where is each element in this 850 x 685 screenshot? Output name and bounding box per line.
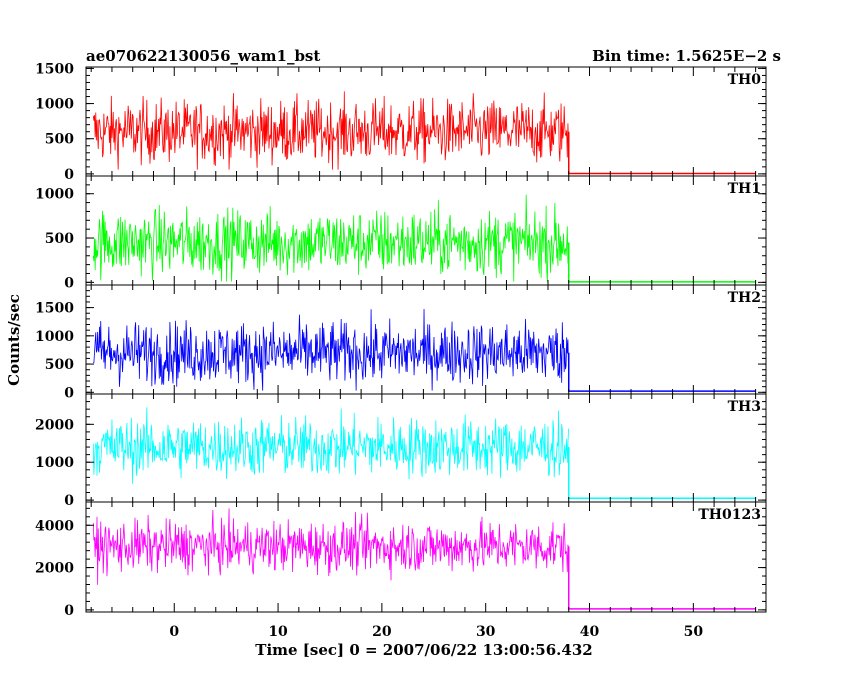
trace-th3 xyxy=(92,407,569,484)
y-tick-label-th0: 0 xyxy=(64,167,74,183)
trace-tail-th1 xyxy=(567,242,756,283)
y-tick-label-th0: 500 xyxy=(45,132,74,148)
y-tick-label-th1: 0 xyxy=(64,275,74,291)
x-tick-label: 0 xyxy=(169,624,179,640)
panel-label-th0: TH0 xyxy=(728,72,762,88)
y-tick-label-th3: 0 xyxy=(64,493,74,509)
panel-frame-th0123 xyxy=(85,501,767,613)
trace-tail-th2 xyxy=(567,352,756,392)
x-tick-label: 50 xyxy=(684,624,704,640)
trace-tail-th0123 xyxy=(567,546,756,610)
x-tick-label: 10 xyxy=(268,624,288,640)
y-axis-label: Counts/sec xyxy=(5,294,23,386)
x-tick-label: 40 xyxy=(580,624,600,640)
y-tick-label-th3: 2000 xyxy=(35,417,74,433)
panel-label-th2: TH2 xyxy=(728,290,761,306)
panel-label-th0123: TH0123 xyxy=(698,507,761,523)
panels-group: TH0050010001500TH105001000TH205001000150… xyxy=(35,61,767,640)
y-tick-label-th2: 1500 xyxy=(35,301,74,317)
trace-tail-th3 xyxy=(567,447,756,499)
panel-label-th1: TH1 xyxy=(728,181,761,197)
trace-th0123 xyxy=(92,508,569,585)
y-tick-label-th2: 1000 xyxy=(35,329,74,345)
x-tick-label: 20 xyxy=(372,624,392,640)
trace-th1 xyxy=(92,194,569,282)
y-tick-label-th0123: 0 xyxy=(64,603,74,619)
y-tick-label-th2: 500 xyxy=(45,357,74,373)
x-tick-label: 30 xyxy=(476,624,496,640)
x-axis-label: Time [sec] 0 = 2007/06/22 13:00:56.432 xyxy=(255,641,592,659)
trace-th0 xyxy=(92,91,569,170)
bin-time-label: Bin time: 1.5625E−2 s xyxy=(592,47,781,65)
y-tick-label-th0123: 2000 xyxy=(35,561,74,577)
y-tick-label-th3: 1000 xyxy=(35,455,74,471)
y-tick-label-th2: 0 xyxy=(64,385,74,401)
y-tick-label-th0: 1500 xyxy=(35,61,74,77)
trace-th2 xyxy=(93,309,569,391)
y-tick-label-th1: 500 xyxy=(45,231,74,247)
y-tick-label-th1: 1000 xyxy=(35,187,74,203)
y-tick-label-th0: 1000 xyxy=(35,97,74,113)
chart-title: ae070622130056_wam1_bst xyxy=(86,47,320,65)
y-tick-label-th0123: 4000 xyxy=(35,518,74,534)
panel-label-th3: TH3 xyxy=(728,399,761,415)
trace-tail-th0 xyxy=(567,131,756,175)
